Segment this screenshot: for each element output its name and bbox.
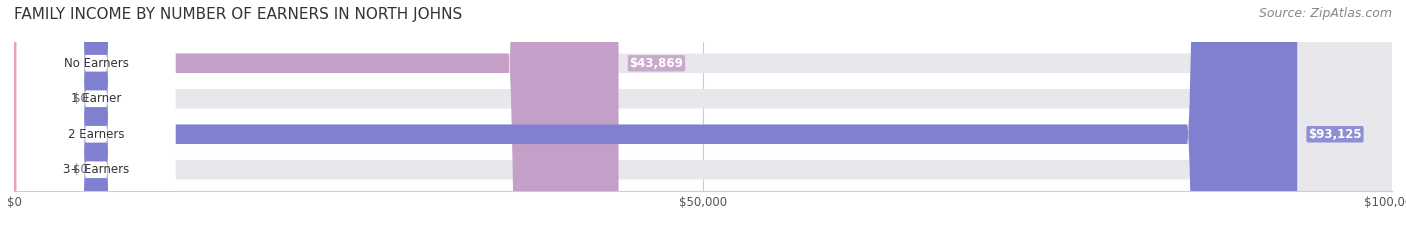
Text: FAMILY INCOME BY NUMBER OF EARNERS IN NORTH JOHNS: FAMILY INCOME BY NUMBER OF EARNERS IN NO… [14, 7, 463, 22]
FancyBboxPatch shape [14, 0, 1392, 233]
FancyBboxPatch shape [14, 0, 62, 233]
Text: $43,869: $43,869 [630, 57, 683, 70]
FancyBboxPatch shape [17, 0, 176, 233]
Text: $0: $0 [73, 92, 89, 105]
FancyBboxPatch shape [17, 0, 176, 233]
Text: $93,125: $93,125 [1308, 128, 1362, 141]
FancyBboxPatch shape [14, 0, 619, 233]
FancyBboxPatch shape [14, 0, 1392, 233]
Text: $0: $0 [73, 163, 89, 176]
Text: 2 Earners: 2 Earners [67, 128, 124, 141]
Text: 1 Earner: 1 Earner [70, 92, 121, 105]
Text: 3+ Earners: 3+ Earners [63, 163, 129, 176]
FancyBboxPatch shape [14, 0, 62, 233]
FancyBboxPatch shape [17, 0, 176, 233]
FancyBboxPatch shape [14, 0, 1298, 233]
FancyBboxPatch shape [14, 0, 1392, 233]
FancyBboxPatch shape [17, 0, 176, 233]
Text: No Earners: No Earners [63, 57, 128, 70]
FancyBboxPatch shape [14, 0, 1392, 233]
Text: Source: ZipAtlas.com: Source: ZipAtlas.com [1258, 7, 1392, 20]
